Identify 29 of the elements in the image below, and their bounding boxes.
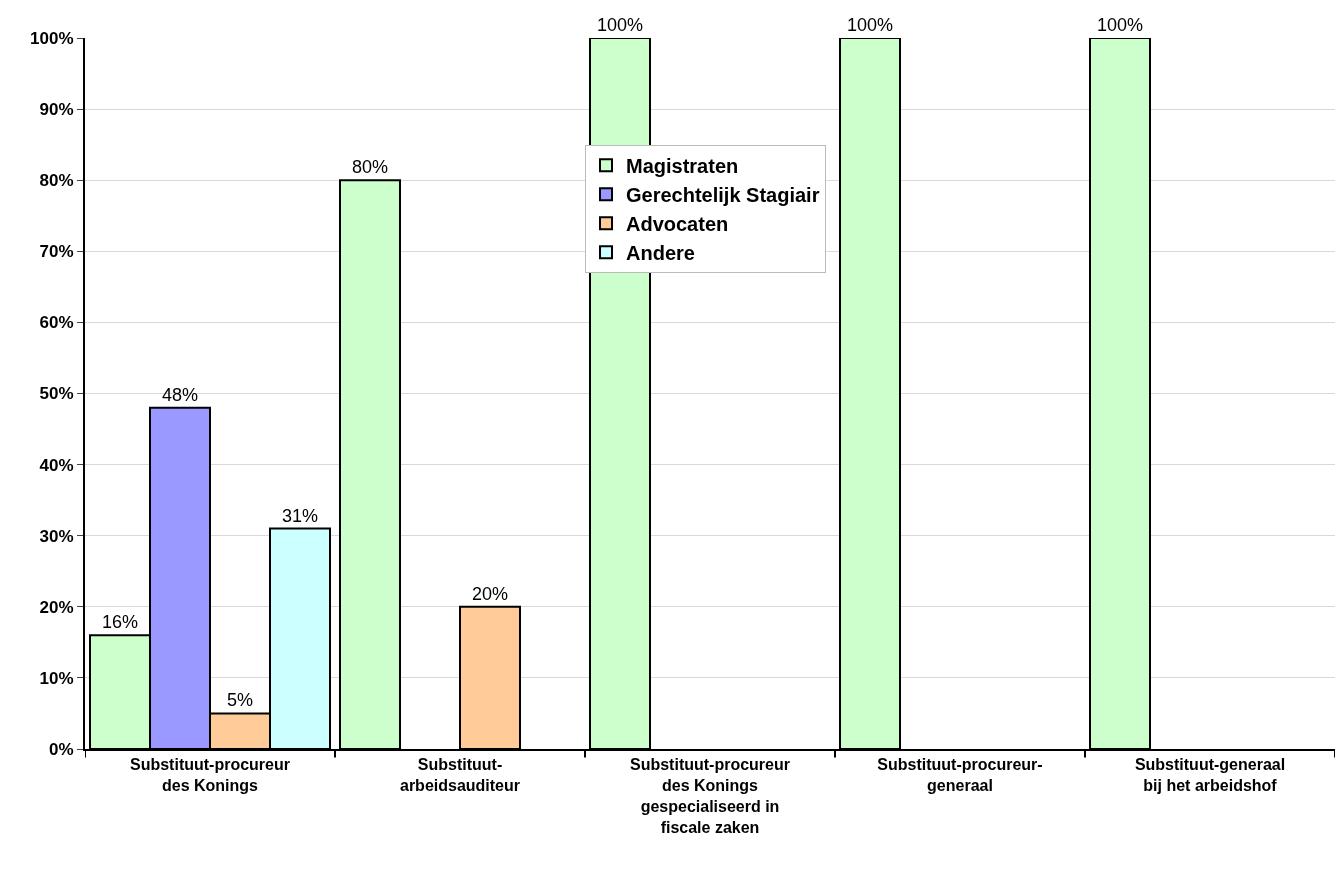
y-tick-label: 90% (39, 100, 74, 120)
y-tick-label: 40% (39, 455, 74, 475)
x-tick-label: Substituut-procureur-generaal (877, 756, 1043, 794)
y-tick-label: 70% (39, 242, 74, 262)
legend-label: Advocaten (626, 212, 729, 235)
x-tick-label: Substituut-procureur des Konings (130, 756, 290, 794)
legend-label: Andere (626, 241, 695, 264)
data-label: 31% (281, 505, 319, 526)
y-tick-label: 60% (39, 313, 74, 333)
data-label: 80% (351, 157, 389, 178)
legend-label: Magistraten (626, 154, 739, 177)
y-tick-label: 30% (39, 526, 74, 546)
y-tick-label: 80% (39, 171, 74, 191)
y-tick-label: 50% (39, 384, 74, 404)
data-label: 5% (226, 690, 254, 711)
data-label: 48% (161, 384, 199, 405)
y-tick-label: 20% (39, 597, 74, 617)
x-tick-label: Substituut-generaal bij het arbeidshof (1134, 756, 1286, 794)
data-label: 20% (471, 583, 509, 604)
y-tick-label: 10% (39, 668, 74, 688)
legend-label: Gerechtelijk Stagiair (626, 183, 820, 206)
y-tick-label: 0% (49, 739, 74, 759)
x-tick-label: Substituut-arbeidsauditeur (399, 756, 521, 794)
x-tick-label: Substituut-procureur des Konings gespecialiseerd in fiscale zaken (630, 756, 790, 836)
data-label: 100% (846, 15, 894, 35)
y-tick-label: 100% (30, 28, 74, 48)
data-label: 100% (1096, 15, 1144, 35)
data-label: 100% (596, 15, 644, 35)
data-label: 16% (101, 612, 139, 633)
